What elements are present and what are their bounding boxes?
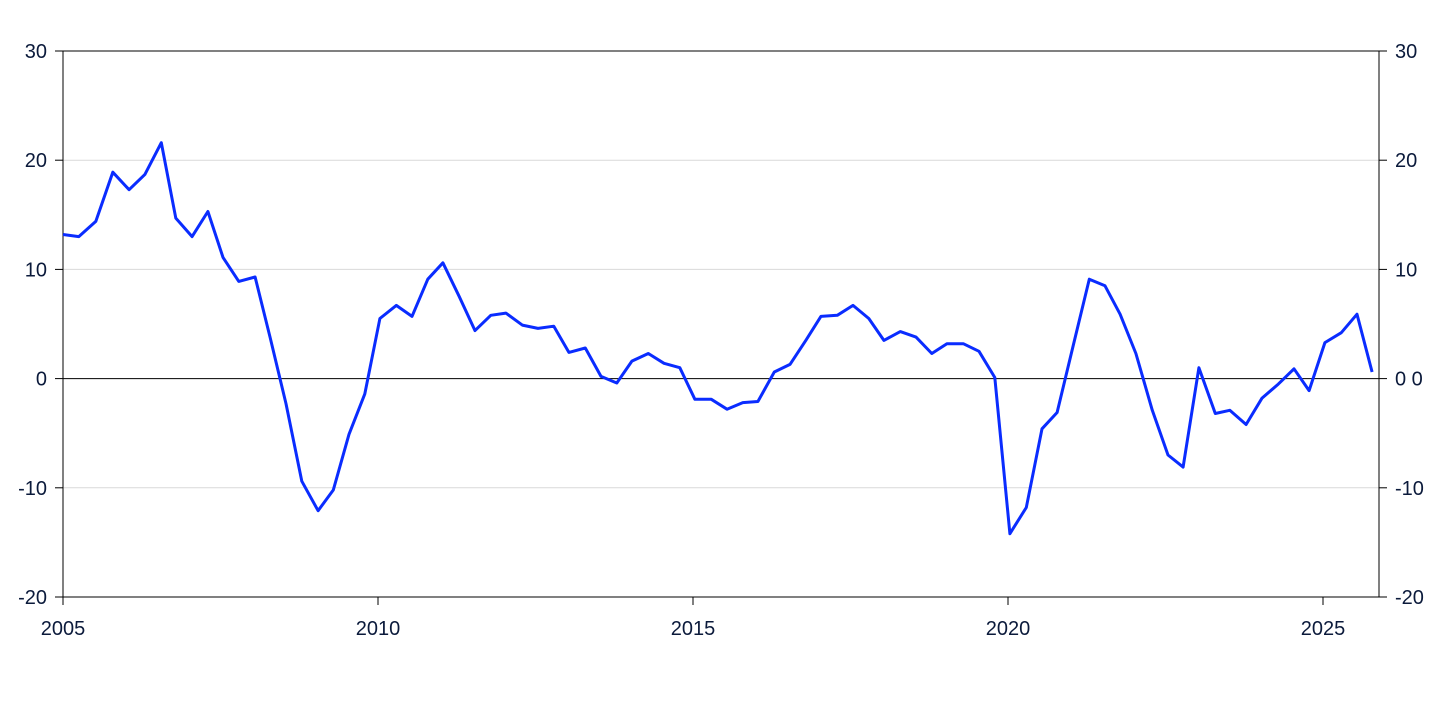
y-tick-label-right: 0 0 bbox=[1395, 369, 1423, 391]
y-tick-label-left: -20 bbox=[18, 587, 47, 609]
y-tick-label-left: 20 bbox=[25, 150, 47, 172]
y-tick-label-right: 30 bbox=[1395, 41, 1417, 63]
gridlines bbox=[63, 160, 1379, 488]
plot-frame bbox=[63, 51, 1379, 597]
axes bbox=[55, 51, 1387, 605]
series-line bbox=[63, 143, 1372, 534]
y-tick-label-left: 0 bbox=[36, 369, 47, 391]
x-tick-label: 2015 bbox=[671, 618, 716, 640]
y-tick-label-right: -20 bbox=[1395, 587, 1424, 609]
y-tick-label-right: 20 bbox=[1395, 150, 1417, 172]
x-tick-label: 2005 bbox=[41, 618, 86, 640]
y-tick-label-left: 30 bbox=[25, 41, 47, 63]
y-tick-label-right: 10 bbox=[1395, 259, 1417, 281]
x-tick-label: 2020 bbox=[986, 618, 1031, 640]
series-layer bbox=[63, 143, 1372, 534]
x-tick-label: 2025 bbox=[1301, 618, 1346, 640]
y-tick-label-right: -10 bbox=[1395, 478, 1424, 500]
y-tick-label-left: -10 bbox=[18, 478, 47, 500]
y-tick-label-left: 10 bbox=[25, 259, 47, 281]
x-tick-label: 2010 bbox=[356, 618, 401, 640]
